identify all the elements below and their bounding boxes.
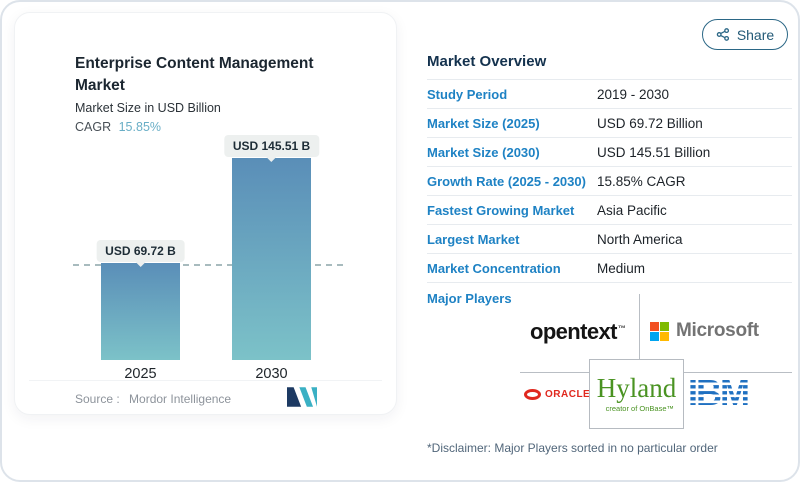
overview-row: Largest Market North America: [427, 225, 792, 254]
overview-row-label: Market Concentration: [427, 260, 561, 276]
share-button-label: Share: [736, 26, 775, 43]
source-label: Source :: [75, 392, 120, 406]
chart-title: Enterprise Content Management Market: [75, 55, 314, 94]
microsoft-logo-text: Microsoft: [676, 320, 759, 341]
hyland-tagline: creator of OnBase™: [605, 404, 674, 413]
mordor-intelligence-logo-icon: [287, 387, 317, 407]
x-axis-label-2025: 2025: [124, 366, 157, 382]
market-overview-heading: Market Overview: [427, 53, 547, 70]
overview-row: Fastest Growing Market Asia Pacific: [427, 196, 792, 225]
chart-subtitle: Market Size in USD Billion: [75, 101, 221, 115]
overview-row-value: USD 69.72 Billion: [597, 115, 703, 131]
hyland-logo-text: Hyland: [596, 373, 677, 403]
reference-dashed-line: [73, 264, 345, 267]
footer-divider: [29, 380, 382, 381]
overview-row-value: Medium: [597, 260, 646, 276]
overview-row-value: 2019 - 2030: [597, 86, 670, 102]
microsoft-logo: Microsoft: [650, 320, 759, 342]
overview-row: Market Concentration Medium: [427, 254, 792, 283]
overview-row-label: Fastest Growing Market: [427, 202, 575, 218]
share-button[interactable]: Share: [702, 19, 788, 50]
microsoft-squares-icon: [650, 321, 669, 341]
opentext-logo-text: opentext: [530, 319, 617, 344]
overview-row-label: Growth Rate (2025 - 2030): [427, 173, 586, 189]
x-axis-label-2030: 2030: [255, 366, 288, 382]
overview-row: Market Size (2030) USD 145.51 Billion: [427, 138, 792, 167]
overview-row: Growth Rate (2025 - 2030) 15.85% CAGR: [427, 167, 792, 196]
source-line: Source : Mordor Intelligence: [75, 392, 231, 406]
players-vertical-divider: [639, 294, 640, 359]
overview-row-label: Largest Market: [427, 231, 520, 247]
oracle-o-icon: [524, 389, 541, 400]
opentext-logo: opentext™: [530, 319, 626, 345]
players-horizontal-divider-right: [684, 372, 792, 373]
chart-cagr: CAGR 15.85%: [75, 120, 161, 134]
bar-2030: [232, 158, 311, 360]
bar-value-label-2025: USD 69.72 B: [96, 240, 185, 263]
source-value: Mordor Intelligence: [129, 392, 232, 406]
market-overview-table: Study Period 2019 - 2030 Market Size (2025…: [427, 79, 792, 283]
ibm-logo-text: IBM: [688, 375, 748, 409]
overview-row: Market Size (2025) USD 69.72 Billion: [427, 109, 792, 138]
overview-row-value: USD 145.51 Billion: [597, 144, 711, 160]
opentext-trademark: ™: [617, 323, 626, 333]
major-players-label: Major Players: [427, 291, 512, 306]
overview-row-label: Market Size (2025): [427, 115, 540, 131]
overview-row-label: Market Size (2030): [427, 144, 540, 160]
chart-card: Enterprise Content Management Market Mar…: [14, 12, 397, 415]
share-icon: [716, 28, 729, 41]
players-horizontal-divider-left: [520, 372, 589, 373]
bar-2025: [101, 263, 180, 360]
overview-row-value: 15.85% CAGR: [597, 173, 686, 189]
ibm-logo: IBM: [688, 375, 750, 409]
cagr-value: 15.85%: [118, 120, 162, 134]
overview-row-value: North America: [597, 231, 683, 247]
oracle-logo-text: ORACLE: [545, 389, 591, 400]
hyland-logo: Hyland creator of OnBase™: [589, 359, 684, 429]
bar-value-label-2030: USD 145.51 B: [223, 135, 320, 157]
oracle-logo: ORACLE: [524, 389, 590, 400]
overview-row-value: Asia Pacific: [597, 202, 667, 218]
cagr-label: CAGR: [75, 120, 112, 134]
overview-row-label: Study Period: [427, 86, 508, 102]
overview-row: Study Period 2019 - 2030: [427, 80, 792, 109]
disclaimer-text: *Disclaimer: Major Players sorted in no …: [427, 441, 718, 455]
